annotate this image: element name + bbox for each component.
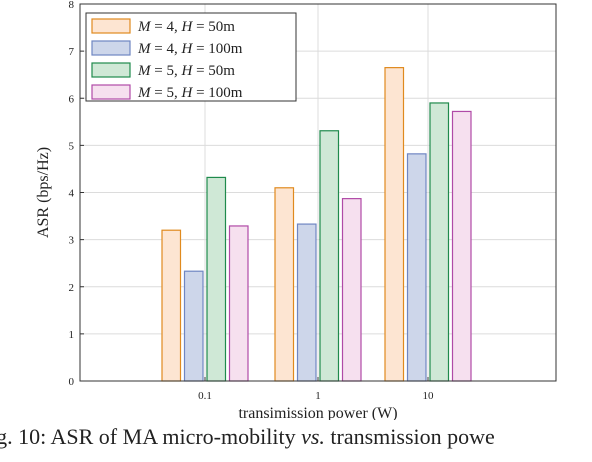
y-tick-label: 7 xyxy=(69,46,75,58)
legend-label: M = 4, H = 100m xyxy=(137,41,243,57)
bar-series-4-cat-1 xyxy=(228,225,249,382)
legend-label-part: H xyxy=(180,19,193,35)
bar-series-1-cat-3 xyxy=(384,67,405,382)
bar-series-4-cat-3 xyxy=(451,110,472,382)
y-tick-label: 3 xyxy=(69,235,75,247)
x-axis-title: transimission power (W) xyxy=(238,405,397,420)
legend-label-part: M xyxy=(137,85,152,101)
caption-suffix: transmission powe xyxy=(324,424,495,449)
legend-label-part: H xyxy=(180,63,193,79)
figure-caption: ig. 10: ASR of MA micro-mobility vs. tra… xyxy=(0,424,592,450)
bar-series-2-cat-2 xyxy=(296,223,317,382)
y-tick-label: 2 xyxy=(69,282,75,294)
legend-label-part: = 50m xyxy=(192,63,235,79)
bar-series-3-cat-2 xyxy=(319,130,340,382)
legend-label-part: = 100m xyxy=(192,41,242,57)
legend-swatch xyxy=(91,18,131,34)
bar-series-2-cat-3 xyxy=(406,153,427,382)
legend-swatch xyxy=(91,62,131,78)
bar-series-3-cat-1 xyxy=(206,176,227,382)
legend-label-part: M xyxy=(137,41,152,57)
y-tick-label: 6 xyxy=(69,93,75,105)
y-tick-label: 0 xyxy=(69,376,75,388)
bar-series-2-cat-1 xyxy=(183,270,204,382)
legend-label: M = 5, H = 100m xyxy=(137,85,243,101)
x-tick-label: 1 xyxy=(315,390,321,402)
caption-prefix: ig. 10: ASR of MA micro-mobility xyxy=(0,424,302,449)
bar-series-4-cat-2 xyxy=(341,198,362,382)
legend-label: M = 4, H = 50m xyxy=(137,19,235,35)
legend-label-part: = 5, xyxy=(151,63,182,79)
legend-label-part: H xyxy=(180,85,193,101)
legend-swatch xyxy=(91,84,131,100)
legend-label: M = 5, H = 50m xyxy=(137,63,235,79)
bar-series-3-cat-3 xyxy=(429,102,450,382)
caption-emphasis: vs. xyxy=(301,424,325,449)
y-axis-title: ASR (bps/Hz) xyxy=(35,147,52,238)
legend-label-part: = 50m xyxy=(192,19,235,35)
legend-label-part: = 4, xyxy=(151,19,182,35)
bar-chart: 0 1 2 3 4 5 6 7 8 0.1 1 10 transimission power (W) AS… xyxy=(35,0,557,422)
legend-label-part: M xyxy=(137,63,152,79)
legend-label-part: H xyxy=(180,41,193,57)
y-tick-label: 4 xyxy=(69,188,75,200)
legend-label-part: M xyxy=(137,19,152,35)
x-tick-label: 10 xyxy=(423,390,435,402)
bar-series-1-cat-1 xyxy=(161,229,182,382)
x-tick-label: 0.1 xyxy=(198,390,212,402)
legend-label-part: = 4, xyxy=(151,41,182,57)
y-tick-label: 1 xyxy=(69,329,75,341)
bar-series-1-cat-2 xyxy=(274,187,295,382)
legend-swatch xyxy=(91,40,131,56)
legend-label-part: = 100m xyxy=(192,85,242,101)
y-tick-label: 8 xyxy=(69,0,75,11)
legend-label-part: = 5, xyxy=(151,85,182,101)
y-tick-label: 5 xyxy=(69,140,75,152)
